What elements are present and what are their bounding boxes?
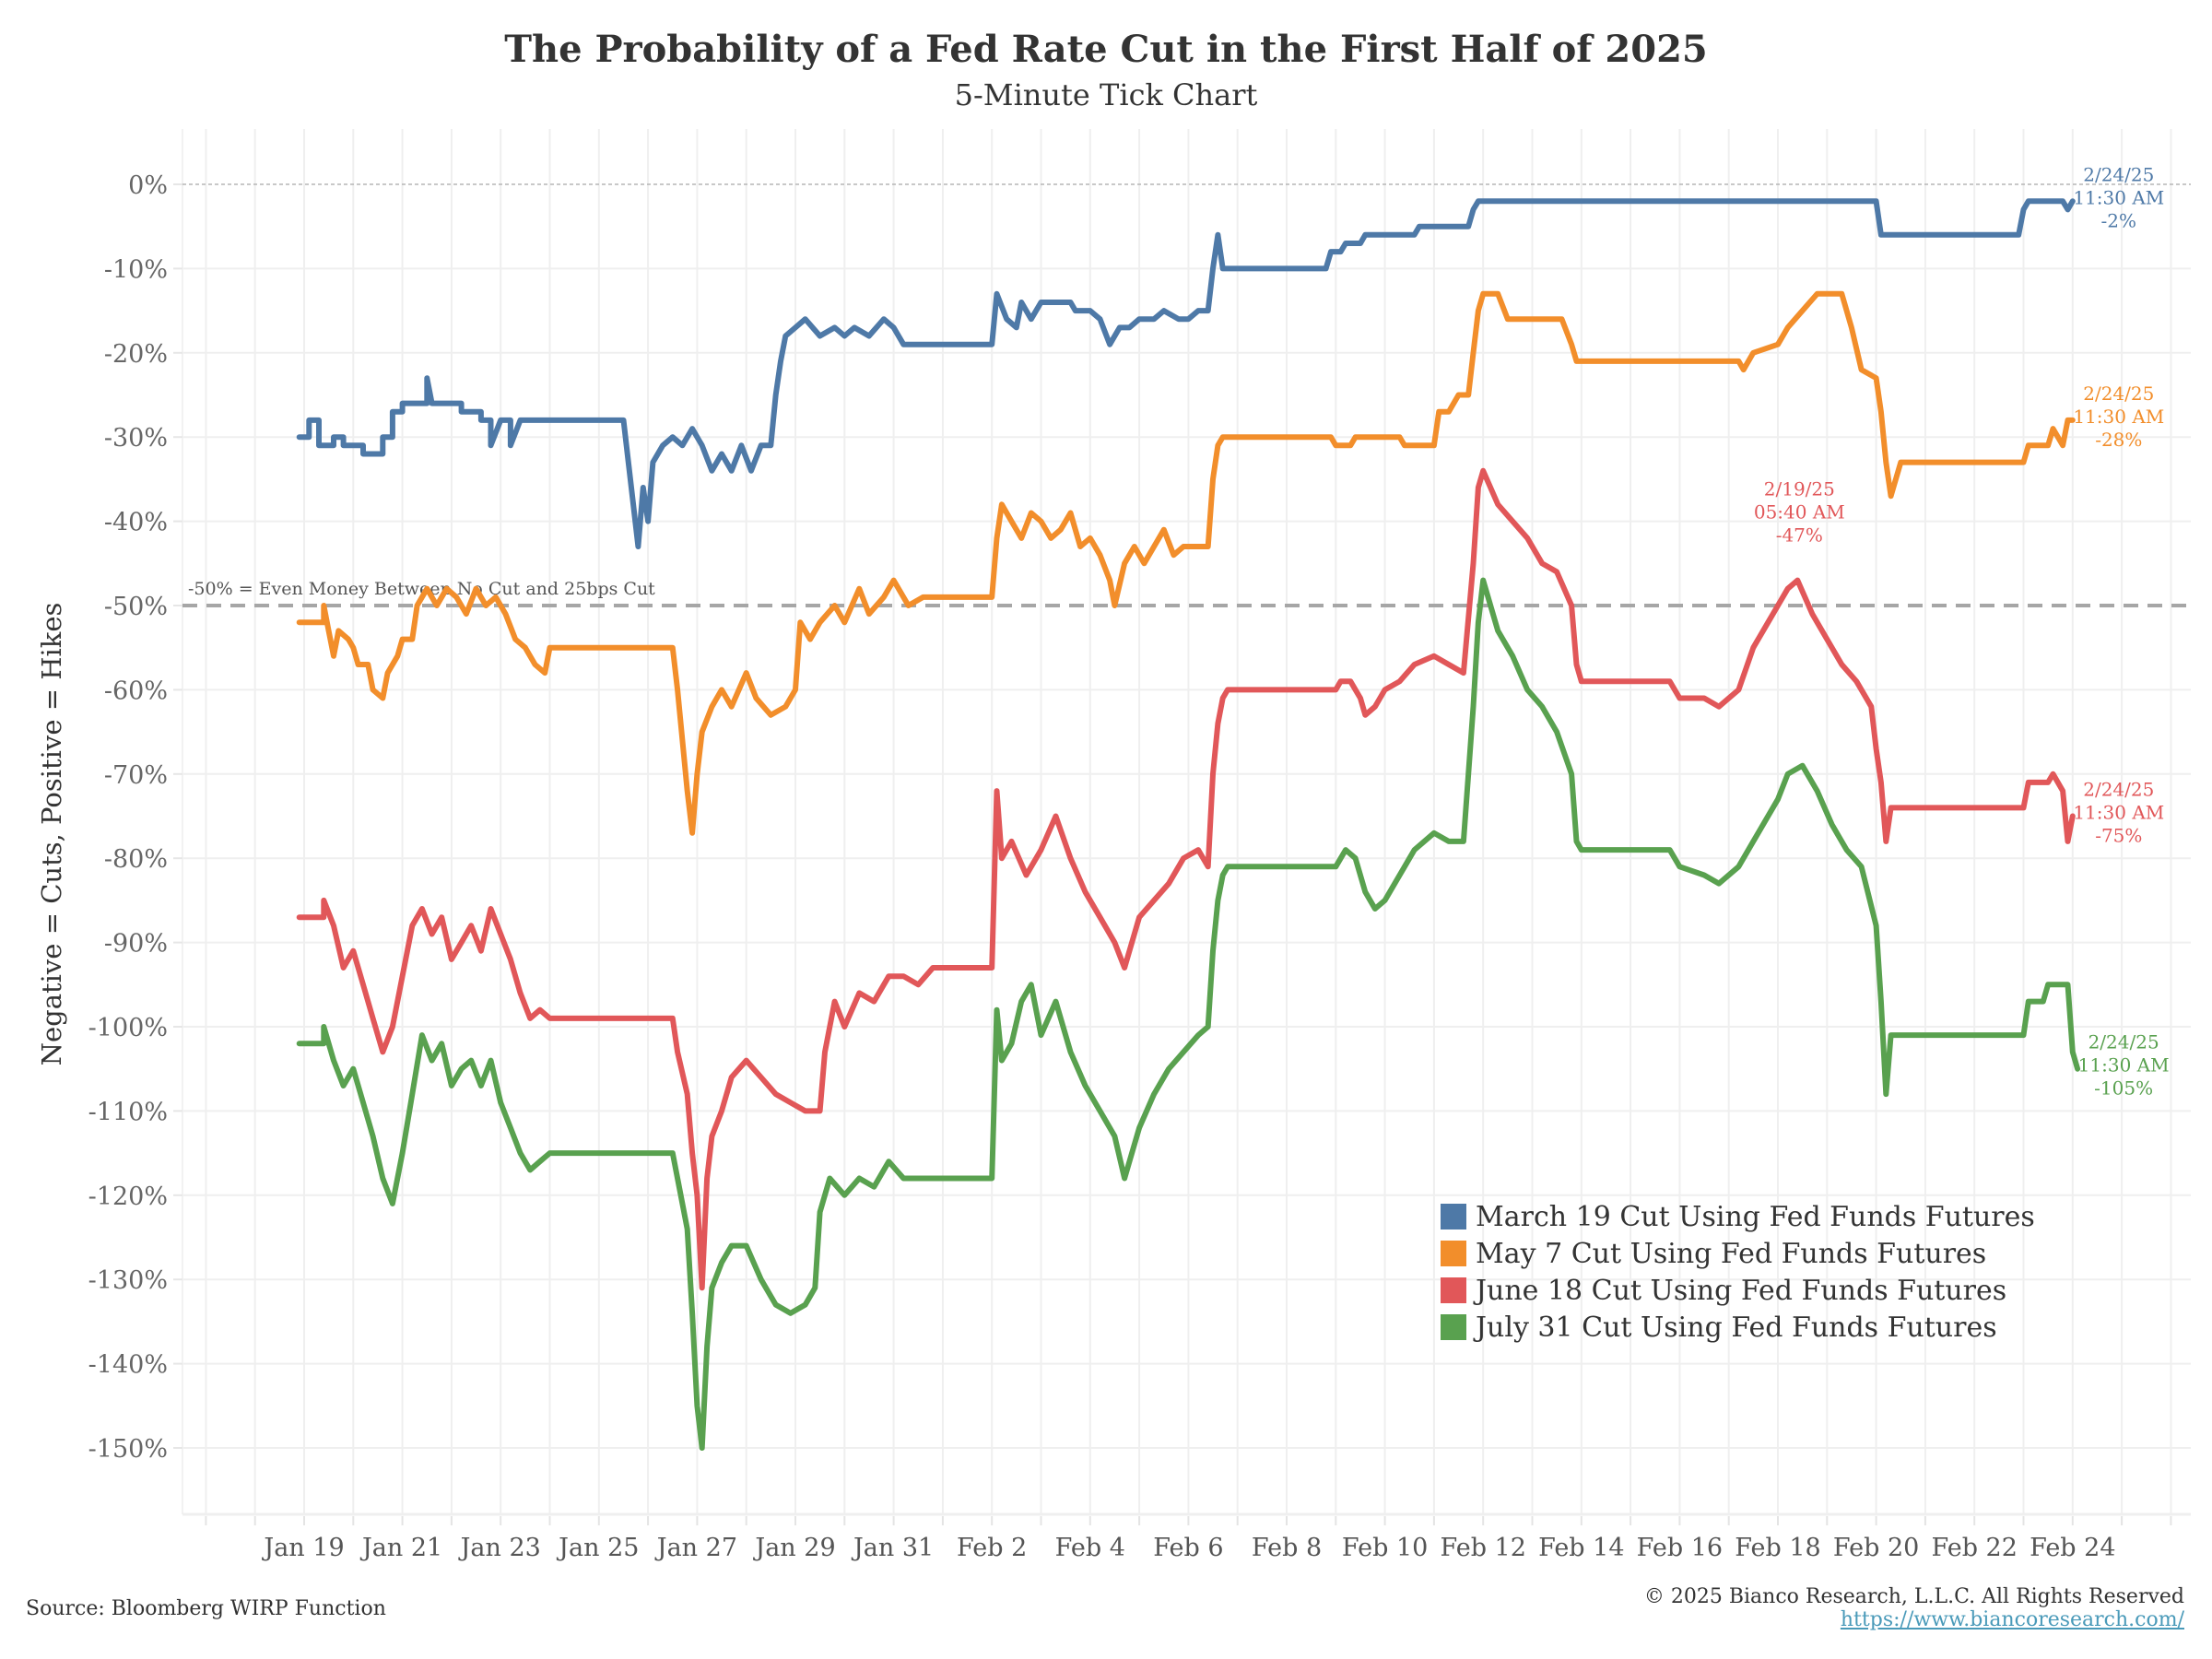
x-tick-label: Feb 14: [1538, 1534, 1624, 1562]
annotation-line: -105%: [2094, 1077, 2153, 1100]
x-tick-label: Feb 8: [1252, 1534, 1322, 1562]
legend-item: June 18 Cut Using Fed Funds Futures: [1441, 1272, 2035, 1309]
x-tick-label: Feb 16: [1637, 1534, 1723, 1562]
y-axis-title: Negative = Cuts, Positive = Hikes: [36, 603, 67, 1066]
y-tick-label: -140%: [88, 1351, 168, 1380]
x-tick-label: Jan 27: [654, 1534, 737, 1562]
series-line-may: [296, 290, 2076, 836]
legend-item: July 31 Cut Using Fed Funds Futures: [1441, 1309, 2035, 1346]
legend-label: June 18 Cut Using Fed Funds Futures: [1476, 1274, 2007, 1307]
y-tick-label: -80%: [104, 845, 168, 874]
y-tick-label: -120%: [88, 1182, 168, 1211]
y-tick-label: -30%: [104, 424, 168, 453]
x-tick-label: Jan 31: [851, 1534, 934, 1562]
series-line-june: [296, 467, 2076, 1291]
x-tick-label: Jan 29: [752, 1534, 835, 1562]
annotation-line: -28%: [2095, 429, 2142, 451]
reference-lines: -50% = Even Money Between No Cut and 25b…: [182, 183, 2191, 607]
annotation-line: 2/24/25: [2088, 1031, 2159, 1053]
y-tick-label: -100%: [88, 1014, 168, 1042]
series-lines: [296, 198, 2081, 1451]
y-tick-label: -20%: [104, 340, 168, 369]
y-tick-label: -50%: [104, 593, 168, 621]
annotation-line: 05:40 AM: [1754, 501, 1845, 524]
y-tick-label: -110%: [88, 1098, 168, 1126]
annotation-line: -75%: [2095, 825, 2142, 847]
legend-item: March 19 Cut Using Fed Funds Futures: [1441, 1198, 2035, 1235]
annotation-line: -2%: [2101, 209, 2137, 231]
x-axis: Jan 19 Jan 21 Jan 23 Jan 25 Jan 27 Jan 29 Jan …: [261, 1534, 2115, 1562]
chart-subtitle: 5-Minute Tick Chart: [954, 77, 1258, 112]
annotation-line: 11:30 AM: [2073, 406, 2164, 428]
y-tick-label: -40%: [104, 509, 168, 537]
y-tick-label: 0%: [128, 171, 168, 200]
series-line-march: [296, 198, 2076, 549]
x-tick-label: Jan 21: [359, 1534, 442, 1562]
y-tick-label: -90%: [104, 930, 168, 959]
copyright-text: © 2025 Bianco Research, L.L.C. All Right…: [1643, 1585, 2184, 1608]
annotation-line: 11:30 AM: [2078, 1054, 2170, 1077]
annotation-line: 2/24/25: [2083, 382, 2154, 405]
x-tick-label: Jan 19: [261, 1534, 344, 1562]
legend-label: March 19 Cut Using Fed Funds Futures: [1476, 1200, 2035, 1233]
legend-label: May 7 Cut Using Fed Funds Futures: [1476, 1237, 1987, 1270]
y-axis: 0% -10% -20% -30% -40% -50% -60% -70% -80% -90% -1…: [88, 171, 182, 1464]
x-tick-label: Feb 6: [1153, 1534, 1223, 1562]
y-tick-label: -130%: [88, 1266, 168, 1295]
reference-line-label: -50% = Even Money Between No Cut and 25b…: [188, 579, 655, 599]
legend-swatch-march: [1441, 1204, 1466, 1230]
x-tick-label: Feb 2: [957, 1534, 1027, 1562]
legend-label: July 31 Cut Using Fed Funds Futures: [1476, 1311, 1997, 1344]
x-tick-label: Feb 22: [1931, 1534, 2017, 1562]
y-tick-label: -70%: [104, 761, 168, 790]
chart-title: The Probability of a Fed Rate Cut in the…: [504, 28, 1708, 71]
y-tick-label: -150%: [88, 1435, 168, 1464]
y-tick-label: -60%: [104, 677, 168, 705]
x-tick-label: Feb 4: [1055, 1534, 1125, 1562]
annotation-line: 2/24/25: [2083, 163, 2154, 185]
x-tick-label: Feb 24: [2030, 1534, 2115, 1562]
series-line-july: [296, 577, 2081, 1451]
x-tick-label: Jan 23: [458, 1534, 541, 1562]
x-tick-label: Feb 20: [1833, 1534, 1919, 1562]
annotation-line: 2/24/25: [2083, 779, 2154, 801]
y-tick-label: -10%: [104, 255, 168, 284]
legend-swatch-may: [1441, 1241, 1466, 1266]
x-tick-label: Feb 18: [1735, 1534, 1820, 1562]
annotation-line: -47%: [1776, 524, 1823, 547]
copyright-block: © 2025 Bianco Research, L.L.C. All Right…: [1644, 1585, 2184, 1631]
x-tick-label: Feb 10: [1342, 1534, 1428, 1562]
annotation-line: 11:30 AM: [2073, 802, 2164, 824]
source-note: Source: Bloomberg WIRP Function: [26, 1597, 386, 1620]
x-tick-label: Feb 12: [1440, 1534, 1525, 1562]
legend-swatch-july: [1441, 1314, 1466, 1340]
legend-item: May 7 Cut Using Fed Funds Futures: [1441, 1235, 2035, 1272]
legend: March 19 Cut Using Fed Funds Futures May…: [1441, 1198, 2035, 1346]
annotation-line: 2/19/25: [1764, 478, 1835, 500]
annotation-line: 11:30 AM: [2073, 186, 2164, 208]
x-tick-label: Jan 25: [556, 1534, 639, 1562]
legend-swatch-june: [1441, 1277, 1466, 1303]
website-link[interactable]: https://www.biancoresearch.com/: [1840, 1608, 2184, 1631]
